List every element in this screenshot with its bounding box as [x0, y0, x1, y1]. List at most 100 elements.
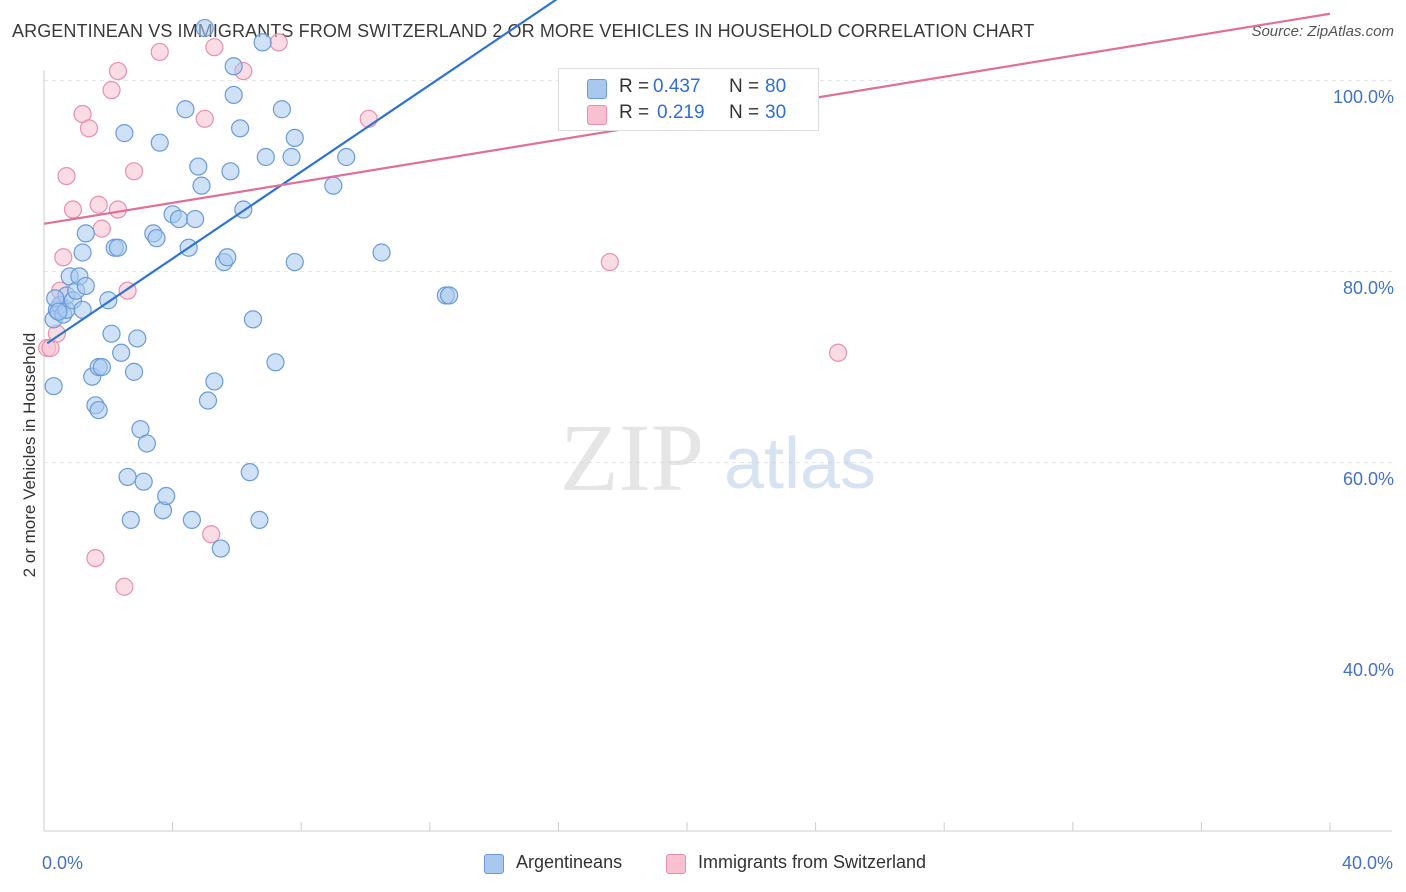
x-tick-min: 0.0% [42, 853, 84, 873]
switzerland-point [202, 525, 221, 544]
argentinean-point [44, 377, 63, 396]
argentinean-point [128, 329, 147, 348]
argentinean-point [282, 147, 301, 167]
switzerland-point [54, 248, 73, 267]
argentinean-point [108, 238, 128, 257]
switzerland-point [108, 61, 128, 81]
y-tick-60: 60.0% [1342, 469, 1394, 489]
argentinean-point [186, 209, 205, 229]
argentinean-point [253, 33, 272, 52]
argentinean-point [224, 85, 243, 105]
switzerland-point [115, 577, 134, 596]
argentinean-point [337, 147, 356, 167]
legend-row-pink: R = 0.219 N = 30 [587, 102, 817, 126]
argentinean-point [439, 286, 459, 305]
argentinean-point [240, 463, 259, 482]
argentinean-point [147, 229, 166, 248]
switzerland-point [829, 343, 848, 362]
switzerland-point [195, 109, 214, 128]
bottom-legend-label-pink: Immigrants from Switzerland [698, 852, 927, 872]
argentinean-point [372, 243, 391, 262]
argentinean-point [176, 100, 195, 119]
legend-n-label: N = [729, 76, 760, 97]
argentinean-point [192, 176, 211, 195]
argentinean-point [324, 176, 343, 195]
argentinean-point [221, 162, 240, 181]
y-tick-100: 100.0% [1332, 87, 1394, 107]
points-argentineans [44, 18, 459, 558]
legend-r-label: R = [619, 102, 650, 123]
source-label: Source: ZipAtlas.com [1251, 23, 1394, 40]
argentinean-point [137, 434, 156, 453]
argentinean-point [169, 209, 189, 229]
argentinean-point [134, 472, 153, 491]
argentinean-point [218, 248, 237, 267]
switzerland-point [124, 162, 144, 181]
argentinean-point [76, 224, 95, 243]
stats-legend: R = 0.437 N = 80 R = 0.219 N = 30 [558, 68, 819, 131]
argentinean-point [115, 124, 134, 143]
legend-n-value-blue: 80 [765, 76, 787, 97]
argentinean-point [256, 147, 275, 167]
bottom-legend-swatch-pink [666, 854, 686, 874]
switzerland-point [359, 109, 378, 128]
watermark-zip: ZIP [560, 404, 704, 511]
argentinean-point [73, 243, 92, 262]
watermark-atlas: atlas [724, 424, 876, 504]
argentinean-point [92, 358, 111, 377]
argentinean-point [272, 100, 292, 119]
argentinean-point [189, 157, 208, 176]
argentinean-point [89, 400, 108, 420]
argentinean-point [124, 362, 144, 381]
argentinean-point [112, 343, 131, 362]
legend-n-value-pink: 30 [765, 102, 787, 123]
argentinean-point [243, 310, 263, 329]
switzerland-point [150, 42, 169, 62]
legend-r-label: R = [619, 76, 650, 97]
argentinean-point [76, 276, 95, 296]
bottom-legend-label-blue: Argentineans [516, 852, 623, 872]
argentinean-point [182, 510, 201, 530]
points-immigrants-switzerland [38, 33, 848, 596]
argentinean-point [266, 353, 285, 372]
argentinean-point [150, 133, 169, 152]
argentinean-point [205, 372, 224, 391]
switzerland-point [63, 200, 83, 219]
switzerland-point [205, 38, 224, 57]
legend-row-blue: R = 0.437 N = 80 [587, 76, 817, 100]
argentinean-point [195, 18, 214, 38]
argentinean-point [285, 128, 304, 147]
argentinean-point [285, 252, 304, 272]
argentinean-point [211, 539, 230, 558]
switzerland-point [86, 548, 105, 568]
switzerland-point [79, 119, 99, 138]
switzerland-point [57, 167, 76, 186]
legend-n-label: N = [729, 102, 760, 123]
switzerland-point [92, 219, 111, 238]
trend-line-argentineans [46, 0, 558, 345]
argentinean-point [224, 57, 243, 76]
argentinean-point [49, 302, 68, 321]
switzerland-point [269, 33, 288, 52]
legend-r-value-blue: 0.437 [653, 76, 701, 97]
argentinean-point [250, 510, 269, 530]
y-tick-40: 40.0% [1342, 660, 1394, 680]
x-tick-marks [43, 822, 1331, 831]
switzerland-point [89, 195, 108, 214]
y-tick-80: 80.0% [1342, 278, 1394, 298]
argentinean-point [157, 486, 176, 506]
bottom-legend-swatch-blue [484, 854, 504, 874]
y-axis-label: 2 or more Vehicles in Household [20, 332, 39, 578]
switzerland-point [108, 200, 128, 219]
argentinean-point [118, 467, 137, 487]
switzerland-point [600, 252, 619, 272]
argentinean-point [102, 324, 121, 343]
legend-swatch-blue [587, 79, 607, 99]
argentinean-point [198, 391, 218, 410]
x-tick-max: 40.0% [1341, 853, 1393, 873]
argentinean-point [121, 510, 140, 530]
legend-r-value-pink: 0.219 [657, 102, 705, 123]
switzerland-point [102, 81, 121, 100]
argentinean-point [231, 119, 250, 138]
